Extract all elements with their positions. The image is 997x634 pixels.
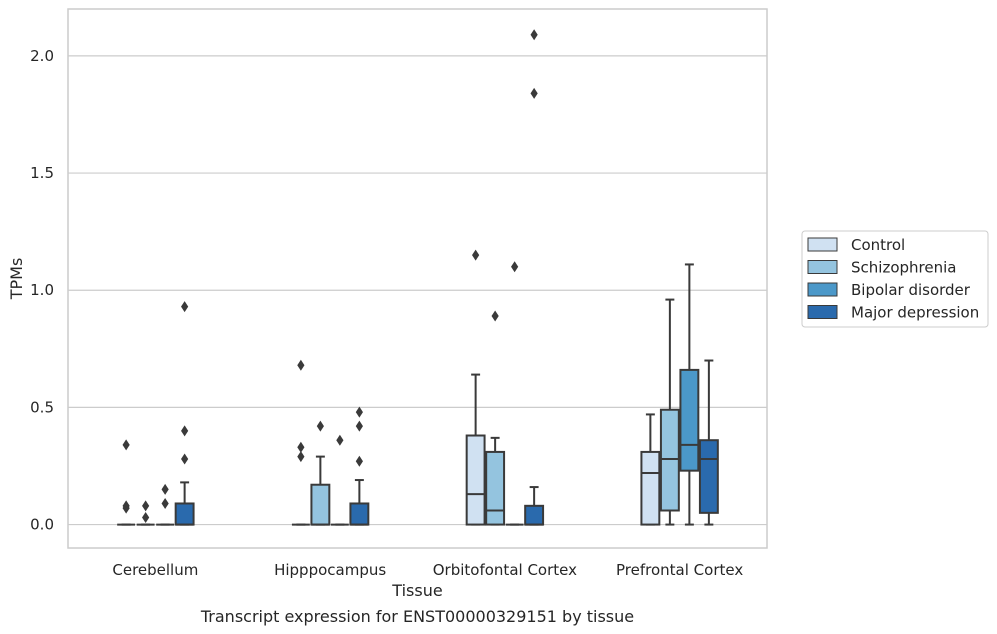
- box-iqr: [310, 483, 331, 526]
- box-3-3: [698, 359, 719, 526]
- legend-frame: [801, 230, 989, 328]
- x-tick-label-3: Prefrontal Cortex: [616, 561, 743, 579]
- outlier-point-0: [316, 420, 324, 432]
- outlier-point-1: [355, 420, 363, 432]
- outlier-point-0: [161, 483, 169, 495]
- series-0: [117, 249, 661, 526]
- outlier-point-1: [142, 512, 150, 524]
- box-iqr: [698, 439, 719, 514]
- series-1: [136, 298, 680, 526]
- legend-swatch-2: [807, 282, 838, 297]
- box-iqr: [640, 450, 661, 526]
- y-tick-label-1: 0.5: [30, 398, 54, 416]
- x-axis-ticks: Cerebellum Hipppocampus Orbitofontal Corte…: [112, 561, 743, 579]
- x-axis-label: Tissue: [391, 581, 442, 600]
- box-2-2: [505, 261, 524, 526]
- box-1-0: [136, 500, 155, 526]
- outlier-point-1: [181, 425, 189, 437]
- outlier-point-0: [336, 434, 344, 446]
- outlier-point-0: [297, 359, 305, 371]
- box-3-0: [174, 301, 195, 526]
- series-3: [174, 29, 719, 526]
- box-0-0: [117, 439, 136, 526]
- legend-label-0: Control: [851, 236, 905, 254]
- outlier-point-0: [491, 310, 499, 322]
- legend-swatch-3: [807, 305, 838, 319]
- outlier-point-2: [181, 453, 189, 465]
- legend-label-1: Schizophrenia: [851, 259, 956, 277]
- x-tick-label-1: Hipppocampus: [274, 561, 386, 579]
- box-iqr: [524, 504, 545, 526]
- box-2-3: [679, 263, 700, 526]
- box-groups: [117, 29, 719, 526]
- chart-caption: Transcript expression for ENST0000032915…: [200, 607, 634, 626]
- box-0-2: [465, 249, 486, 526]
- box-3-2: [524, 29, 545, 526]
- outlier-point-1: [297, 441, 305, 453]
- box-iqr: [349, 502, 370, 526]
- box-iqr: [659, 408, 680, 512]
- outlier-point-1: [530, 87, 538, 99]
- box-1-3: [659, 298, 680, 526]
- x-tick-label-0: Cerebellum: [112, 561, 198, 579]
- box-iqr: [679, 368, 700, 472]
- outlier-point-1: [161, 497, 169, 509]
- box-2-0: [156, 483, 175, 526]
- outlier-point-0: [181, 301, 189, 313]
- y-tick-label-2: 1.0: [30, 281, 54, 299]
- box-2-1: [330, 434, 349, 526]
- y-tick-label-0: 0.0: [30, 516, 54, 534]
- outlier-point-2: [355, 455, 363, 467]
- box-iqr: [485, 450, 506, 526]
- outlier-point-0: [122, 439, 130, 451]
- outlier-point-0: [530, 29, 538, 41]
- series-2: [156, 261, 700, 526]
- outlier-point-0: [472, 249, 480, 261]
- box-iqr: [465, 434, 486, 526]
- outlier-point-2: [122, 502, 130, 514]
- y-tick-label-4: 2.0: [30, 47, 54, 65]
- box-1-1: [310, 420, 331, 526]
- outlier-point-2: [297, 451, 305, 463]
- outlier-point-0: [142, 500, 150, 512]
- legend-swatch-0: [807, 237, 838, 252]
- outlier-point-0: [355, 406, 363, 418]
- plot-frame: [67, 8, 768, 549]
- x-tick-label-2: Orbitofontal Cortex: [433, 561, 577, 579]
- y-tick-label-3: 1.5: [30, 164, 54, 182]
- legend-label-2: Bipolar disorder: [851, 281, 971, 299]
- legend-label-3: Major depression: [851, 304, 979, 322]
- box-1-2: [485, 310, 506, 526]
- box-0-1: [291, 359, 310, 526]
- box-3-1: [349, 406, 370, 526]
- box-iqr: [174, 502, 195, 526]
- outlier-point-0: [511, 261, 519, 273]
- legend-swatch-1: [807, 260, 838, 274]
- legend: Control Schizophrenia Bipolar disorder Majo…: [801, 230, 989, 328]
- y-axis-label: TPMs: [7, 258, 26, 301]
- y-axis-ticks: 0.0 0.5 1.0 1.5 2.0: [30, 47, 54, 534]
- box-0-3: [640, 413, 661, 526]
